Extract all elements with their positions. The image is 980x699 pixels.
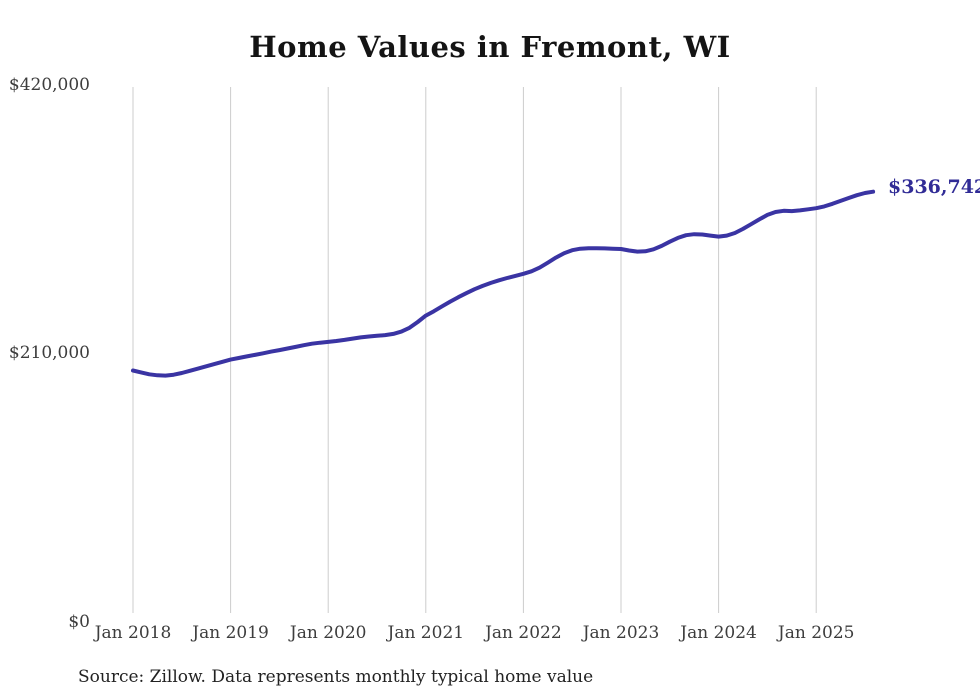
x-tick-label: Jan 2024 bbox=[680, 623, 757, 643]
x-tick-label: Jan 2022 bbox=[485, 623, 562, 643]
x-tick-label: Jan 2018 bbox=[94, 623, 172, 643]
latest-value-label: $336,742 bbox=[888, 176, 980, 198]
x-tick-label: Jan 2021 bbox=[387, 623, 465, 643]
chart-title: Home Values in Fremont, WI bbox=[249, 30, 731, 64]
source-note: Source: Zillow. Data represents monthly … bbox=[78, 667, 594, 687]
x-tick-label: Jan 2019 bbox=[192, 623, 269, 643]
x-tick-label: Jan 2023 bbox=[582, 623, 660, 643]
x-tick-label: Jan 2020 bbox=[289, 623, 367, 643]
value-line bbox=[131, 189, 876, 378]
y-tick-label-0: $0 bbox=[68, 612, 90, 632]
y-tick-label-210000: $210,000 bbox=[8, 343, 90, 363]
x-tick-label: Jan 2025 bbox=[777, 623, 855, 643]
y-tick-label-420000: $420,000 bbox=[8, 75, 90, 95]
